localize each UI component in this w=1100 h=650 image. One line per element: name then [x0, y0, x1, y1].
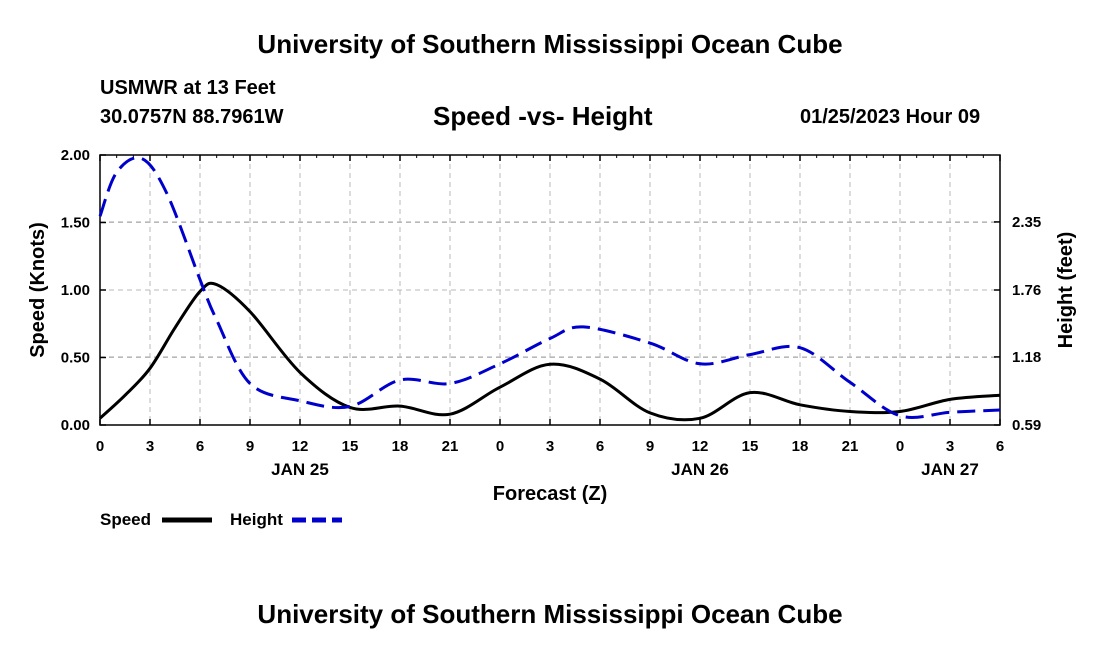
forecast-datetime: 01/25/2023 Hour 09 — [800, 106, 981, 128]
series-line-height — [98, 156, 1001, 420]
page-title-top: University of Southern Mississippi Ocean… — [257, 29, 843, 59]
x-tick-label: 9 — [246, 438, 254, 455]
x-tick-label: 9 — [646, 438, 654, 455]
y-tick-label-left: 0.00 — [61, 417, 90, 434]
day-label: JAN 26 — [671, 460, 729, 479]
ticks: 0 3 6 9 12 15 18 21 0 3 6 9 12 15 18 21 0 3 6 JAN 25 JAN 26 J… — [61, 147, 1041, 479]
x-tick-label: 0 — [896, 438, 904, 455]
legend-label-height: Height — [230, 510, 283, 529]
x-tick-label: 6 — [996, 438, 1004, 455]
series-line-speed — [98, 281, 1001, 422]
series — [98, 156, 1001, 422]
x-tick-label: 12 — [692, 438, 709, 455]
legend-label-speed: Speed — [100, 510, 151, 529]
station-label: USMWR at 13 Feet — [100, 77, 276, 99]
x-tick-label: 12 — [292, 438, 309, 455]
day-label: JAN 27 — [921, 460, 979, 479]
y-tick-label-left: 1.50 — [61, 215, 90, 232]
y-axis-label-left: Speed (Knots) — [27, 222, 49, 358]
y-axis-label-right: Height (feet) — [1055, 232, 1077, 349]
grid — [100, 155, 1000, 425]
coordinates-label: 30.0757N 88.7961W — [100, 106, 284, 128]
x-tick-label: 15 — [742, 438, 759, 455]
x-tick-label: 6 — [196, 438, 204, 455]
y-tick-label-left: 2.00 — [61, 147, 90, 164]
y-tick-label-left: 0.50 — [61, 350, 90, 367]
legend: Speed Height — [100, 510, 342, 529]
y-tick-label-left: 1.00 — [61, 282, 90, 299]
page-title-bottom: University of Southern Mississippi Ocean… — [257, 599, 843, 629]
y-tick-label-right: 2.35 — [1012, 214, 1041, 231]
y-tick-label-right: 0.59 — [1012, 417, 1041, 434]
x-tick-label: 0 — [96, 438, 104, 455]
x-tick-label: 3 — [546, 438, 554, 455]
y-tick-label-right: 1.76 — [1012, 282, 1041, 299]
x-tick-label: 6 — [596, 438, 604, 455]
day-label: JAN 25 — [271, 460, 329, 479]
chart-title: Speed -vs- Height — [433, 101, 653, 131]
x-axis-label: Forecast (Z) — [493, 483, 607, 505]
x-tick-label: 15 — [342, 438, 359, 455]
y-tick-label-right: 1.18 — [1012, 349, 1041, 366]
x-tick-label: 3 — [946, 438, 954, 455]
x-tick-label: 18 — [392, 438, 409, 455]
x-tick-label: 0 — [496, 438, 504, 455]
x-tick-label: 18 — [792, 438, 809, 455]
x-tick-label: 3 — [146, 438, 154, 455]
x-tick-label: 21 — [842, 438, 859, 455]
x-tick-label: 21 — [442, 438, 459, 455]
